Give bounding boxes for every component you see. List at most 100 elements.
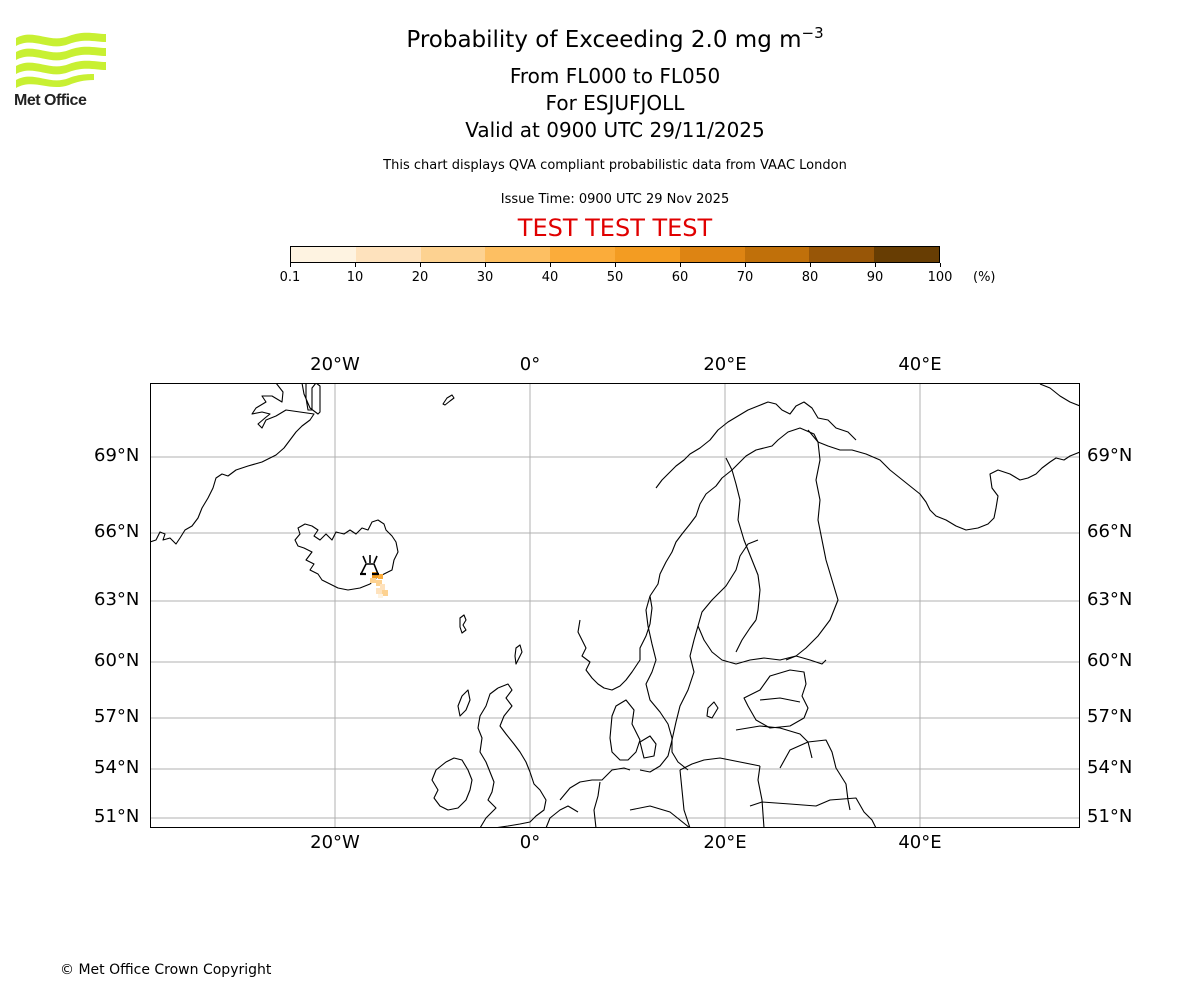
lon-label-bottom-0: 0°	[519, 832, 541, 853]
colorbar-tick	[354, 263, 356, 267]
test-banner: TEST TEST TEST	[517, 214, 713, 242]
subtitle: This chart displays QVA compliant probab…	[383, 158, 847, 173]
coast-poland	[679, 757, 761, 771]
colorbar-segment	[614, 247, 680, 262]
colorbar-tick	[549, 263, 551, 267]
lat-label-left-54n: 54°N	[94, 757, 140, 778]
level-range: From FL000 to FL050	[509, 64, 721, 88]
colorbar-tick	[809, 263, 811, 267]
colorbar-tick-label: 30	[476, 270, 494, 285]
border-norway-sweden	[645, 595, 689, 771]
border-nl-de	[593, 781, 601, 828]
coast-norway	[577, 427, 1080, 691]
colorbar-tick-label: 40	[541, 270, 559, 285]
colorbar-tick	[939, 263, 941, 267]
lon-label-bottom-20e: 20°E	[703, 832, 747, 853]
coast-iceland	[294, 519, 399, 591]
lon-label-bottom-20w: 20°W	[310, 832, 360, 853]
copyright: © Met Office Crown Copyright	[60, 962, 272, 978]
volcano-icon	[360, 555, 379, 576]
coast-shetland	[514, 644, 523, 665]
map-panel[interactable]	[150, 383, 1080, 828]
colorbar-tick-label: 10	[346, 270, 364, 285]
colorbar-tick	[484, 263, 486, 267]
valid-time: Valid at 0900 UTC 29/11/2025	[465, 118, 765, 142]
colorbar-tick-label: 70	[736, 270, 754, 285]
lat-label-right-63n: 63°N	[1087, 589, 1133, 610]
coast-denmark	[609, 699, 641, 761]
coast-greenland	[150, 383, 315, 545]
colorbar-tick	[289, 263, 291, 267]
colorbar-segment	[291, 247, 356, 262]
border-sweden-finland	[725, 457, 761, 621]
colorbar-segment	[874, 247, 939, 262]
colorbar-segment	[744, 247, 810, 262]
lat-label-right-69n: 69°N	[1087, 445, 1133, 466]
lat-label-right-66n: 66°N	[1087, 521, 1133, 542]
border-estonia	[759, 697, 801, 703]
border-germany	[629, 805, 691, 828]
lat-label-left-69n: 69°N	[94, 445, 140, 466]
coast-faroe	[459, 614, 467, 634]
colorbar-segment	[809, 247, 875, 262]
coast-finland-west	[735, 619, 757, 653]
coast-sweden-east	[639, 625, 699, 773]
colorbar-tick	[874, 263, 876, 267]
map-frame	[150, 383, 1080, 828]
coast-norway-north	[655, 401, 857, 489]
colorbar	[290, 246, 940, 263]
coast-bothnia	[697, 539, 827, 665]
colorbar-tick	[419, 263, 421, 267]
colorbar-tick-label: 100	[927, 270, 953, 285]
border-latvia	[735, 725, 813, 759]
border-finland-russia	[785, 429, 839, 661]
lon-label-top-20e: 20°E	[703, 354, 747, 375]
coast-zealand	[639, 735, 657, 759]
colorbar-segment	[679, 247, 745, 262]
colorbar-tick-label: 20	[411, 270, 429, 285]
colorbar-tick	[679, 263, 681, 267]
lat-label-left-60n: 60°N	[94, 650, 140, 671]
lon-label-bottom-40e: 40°E	[898, 832, 942, 853]
coast-great-britain	[493, 683, 547, 828]
volcano-name: For ESJUFJOLL	[545, 91, 685, 115]
colorbar-tick-label: 0.1	[279, 270, 301, 285]
gridlines	[150, 383, 1080, 828]
logo-text: Met Office	[14, 92, 87, 109]
lat-label-left-66n: 66°N	[94, 521, 140, 542]
border-poland-east	[757, 765, 765, 828]
lat-label-left-63n: 63°N	[94, 589, 140, 610]
coast-ireland	[431, 757, 473, 811]
title-text: Probability of Exceeding 2.0 mg m	[406, 27, 802, 53]
chart-title: Probability of Exceeding 2.0 mg m−3	[0, 24, 1200, 53]
title-superscript: −3	[801, 24, 824, 42]
colorbar-tick	[614, 263, 616, 267]
coast-jan-mayen	[442, 394, 455, 406]
lon-label-top-0: 0°	[519, 354, 541, 375]
border-lithuania-belarus	[779, 739, 851, 811]
colorbar-tick-label: 80	[801, 270, 819, 285]
coast-nl-de	[559, 767, 631, 801]
colorbar-tick-label: 60	[671, 270, 689, 285]
colorbar-segment	[485, 247, 551, 262]
met-office-logo: Met Office	[14, 30, 108, 112]
coast-great-britain-west	[477, 687, 499, 828]
coast-hebrides	[457, 689, 471, 717]
colorbar-tick-label: 90	[866, 270, 884, 285]
lat-label-right-54n: 54°N	[1087, 757, 1133, 778]
waves-icon	[16, 32, 106, 88]
colorbar-segment	[550, 247, 615, 262]
lat-label-right-51n: 51°N	[1087, 806, 1133, 827]
lat-label-left-57n: 57°N	[94, 706, 140, 727]
lat-label-right-60n: 60°N	[1087, 650, 1133, 671]
coast-belgium-france	[545, 805, 579, 828]
lat-label-right-57n: 57°N	[1087, 706, 1133, 727]
colorbar-tick	[744, 263, 746, 267]
border-belarus-ukraine	[749, 797, 877, 828]
coast-greenland-2	[301, 383, 321, 415]
issue-time: Issue Time: 0900 UTC 29 Nov 2025	[500, 192, 730, 207]
coast-gotland	[706, 701, 719, 719]
lat-label-left-51n: 51°N	[94, 806, 140, 827]
coast-baltic	[743, 669, 809, 729]
colorbar-segment	[420, 247, 486, 262]
